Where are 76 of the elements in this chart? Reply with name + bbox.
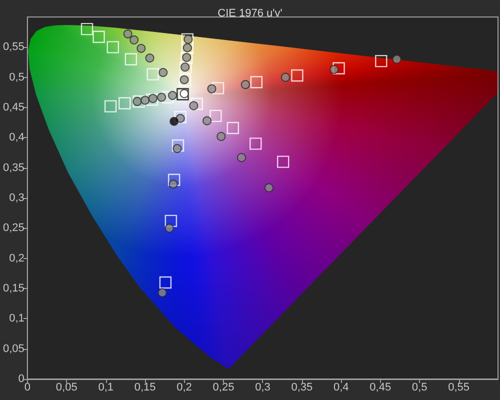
x-tick-label: 0,2 <box>176 382 192 394</box>
point <box>157 92 166 102</box>
point <box>145 54 154 63</box>
x-tick-label: 0,4 <box>333 382 349 394</box>
y-tick-label: 0,3 <box>9 192 24 204</box>
point <box>172 139 184 152</box>
x-tick-label: 0,5 <box>412 382 428 394</box>
point <box>250 138 262 150</box>
y-tick-label: 0,55 <box>2 41 24 54</box>
point <box>212 82 224 94</box>
point <box>159 276 172 289</box>
point <box>181 33 194 46</box>
x-tick-label: 0,1 <box>98 382 114 394</box>
x-tick-label: 0,3 <box>255 382 270 394</box>
point <box>207 84 216 94</box>
x-tick-label: 0,45 <box>370 382 392 394</box>
y-tick-label: 0,35 <box>2 162 24 174</box>
point <box>164 224 174 233</box>
point <box>330 64 339 74</box>
point <box>216 132 226 141</box>
point <box>146 94 158 106</box>
point <box>226 122 239 134</box>
point <box>210 110 222 122</box>
point <box>170 116 179 126</box>
point <box>158 68 168 78</box>
point <box>148 94 158 103</box>
point <box>168 90 178 100</box>
point <box>291 69 304 82</box>
point <box>80 22 94 36</box>
point <box>190 98 203 110</box>
point <box>158 288 167 298</box>
point <box>180 52 193 64</box>
point <box>276 156 290 168</box>
point <box>180 75 189 84</box>
point <box>136 44 146 53</box>
point <box>123 29 132 38</box>
y-tick-label: 0,05 <box>2 342 24 355</box>
chart-title: CIE 1976 u'v' <box>218 8 282 20</box>
point <box>168 174 180 186</box>
x-tick-label: 0,35 <box>291 382 313 394</box>
x-tick-label: 0,55 <box>448 382 470 394</box>
y-tick-label: 0,5 <box>9 71 24 84</box>
point <box>332 62 345 74</box>
y-tick-label: 0,45 <box>2 102 24 114</box>
point <box>174 111 186 124</box>
point <box>237 153 246 162</box>
point <box>264 183 274 192</box>
x-tick-label: 0,25 <box>212 382 234 394</box>
y-tick-label: 0 <box>18 373 24 385</box>
y-tick-label: 0,4 <box>9 132 24 144</box>
point <box>92 30 105 44</box>
point <box>146 68 159 80</box>
point <box>176 88 189 100</box>
x-tick-label: 0,05 <box>56 382 78 394</box>
y-tick-label: 0,25 <box>2 222 24 234</box>
point <box>202 116 212 126</box>
point <box>140 96 150 105</box>
y-tick-label: 0,1 <box>9 312 24 325</box>
point <box>250 76 263 88</box>
point <box>132 95 145 108</box>
point <box>178 74 192 86</box>
point <box>189 101 198 110</box>
point <box>124 53 138 66</box>
point <box>240 80 250 90</box>
point <box>280 72 290 82</box>
x-tick-label: 0,15 <box>134 382 156 394</box>
y-tick-label: 0,2 <box>9 252 24 264</box>
point <box>375 54 388 68</box>
point <box>184 34 193 44</box>
y-tick-label: 0,15 <box>2 282 24 294</box>
point <box>104 100 117 112</box>
point <box>106 41 119 54</box>
point <box>164 214 178 228</box>
point <box>392 54 402 64</box>
point <box>130 35 139 44</box>
point <box>118 97 131 110</box>
